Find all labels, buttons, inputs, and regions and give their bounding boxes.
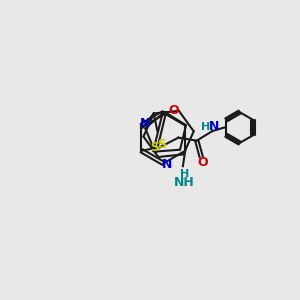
Text: S: S [158, 138, 166, 151]
Text: S: S [150, 141, 159, 154]
Text: NH: NH [174, 176, 195, 189]
Text: N: N [208, 121, 219, 134]
Text: H: H [201, 122, 210, 132]
Text: O: O [168, 104, 179, 117]
Text: H: H [180, 169, 189, 178]
Text: O: O [197, 156, 208, 169]
Text: N: N [162, 158, 172, 171]
Text: N: N [140, 118, 151, 130]
